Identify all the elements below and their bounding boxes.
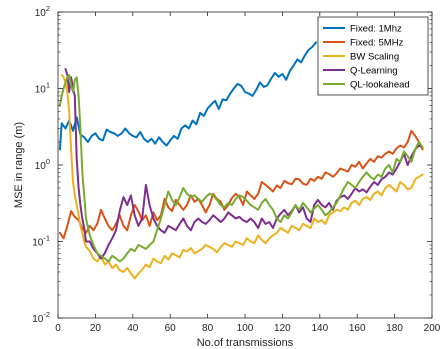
series-line-2 [58, 129, 424, 240]
legend-label: Q-Learning [350, 66, 398, 77]
x-axis-label: No.of transmissions [197, 337, 294, 349]
x-tick-label: 80 [202, 323, 214, 334]
x-tick-label: 0 [55, 323, 61, 334]
legend-label: QL-lookahead [350, 80, 410, 91]
legend-label: Fixed: 5MHz [350, 38, 404, 49]
y-tick-label: 10-1 [32, 234, 50, 249]
series-layer [58, 41, 424, 280]
y-axis-label: MSE in range (m) [13, 122, 25, 208]
axis-layer: 0 20 40 60 80 100 120 140 160 180 200 10-2 10-1 100 10… [32, 4, 441, 334]
y-tick-label: 100 [35, 157, 50, 172]
x-tick-label: 100 [237, 323, 254, 334]
x-tick-label: 40 [127, 323, 139, 334]
x-tick-label: 20 [90, 323, 102, 334]
x-tick-label: 140 [311, 323, 328, 334]
legend: Fixed: 1Mhz Fixed: 5MHz BW Scaling Q-Learni… [317, 16, 429, 96]
x-tick-label: 180 [386, 323, 403, 334]
x-tick-label: 60 [165, 323, 177, 334]
x-tick-label: 200 [424, 323, 441, 334]
legend-label: Fixed: 1Mhz [350, 24, 402, 35]
series-line-4 [64, 68, 424, 260]
series-line-5 [58, 74, 424, 263]
y-tick-label: 101 [35, 81, 50, 96]
y-tick-label: 10-2 [32, 310, 50, 325]
series-line-1 [58, 41, 318, 151]
legend-label: BW Scaling [350, 52, 399, 63]
x-tick-label: 160 [349, 323, 366, 334]
x-tick-label: 120 [274, 323, 291, 334]
y-tick-label: 102 [35, 4, 50, 19]
